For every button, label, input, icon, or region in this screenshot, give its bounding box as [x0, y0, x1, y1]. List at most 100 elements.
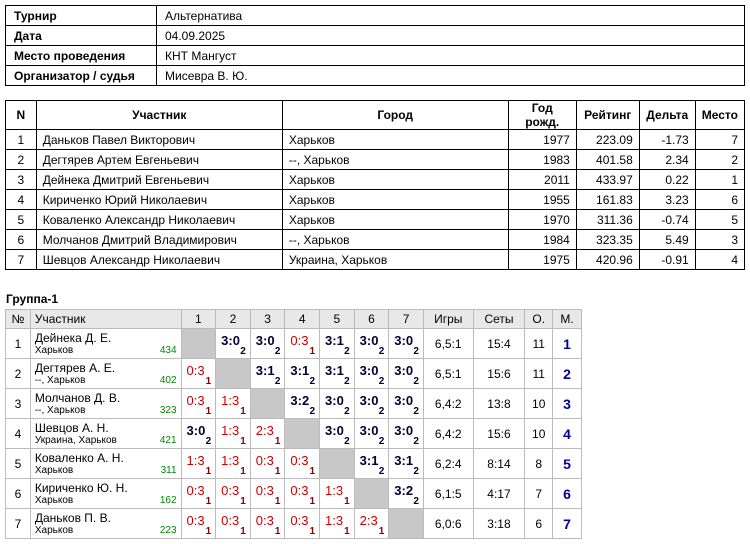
match-points: 1	[274, 526, 281, 537]
result-cell: 3:0 2	[353, 358, 390, 389]
match-points: 2	[344, 436, 350, 447]
score: 3:1	[394, 453, 414, 468]
score: 3:0	[394, 333, 414, 348]
result-cell: 0:3 1	[284, 328, 321, 359]
score: 3:0	[359, 393, 379, 408]
column-header: 6	[353, 309, 390, 329]
group-row: 7 Даньков П. В. Харьков 223 0:3 1 0:3 1 0:3 1 0:3 1…	[5, 508, 582, 539]
result-cell: 1:3 1	[215, 418, 251, 449]
match-points: 2	[413, 436, 419, 447]
player-city: Харьков	[34, 345, 74, 356]
result-cell: 0:3 1	[180, 478, 217, 509]
cell: 161.83	[575, 189, 640, 210]
info-label: Организатор / судья	[5, 65, 157, 86]
self-cell	[388, 508, 424, 539]
score: 3:1	[255, 363, 275, 378]
self-cell	[353, 478, 390, 509]
cell: Украина, Харьков	[281, 249, 509, 270]
score: 2:3	[359, 513, 378, 528]
column-header: Город	[281, 100, 509, 130]
match-points: 1	[205, 406, 212, 417]
cell: 311.36	[575, 209, 640, 230]
result-cell: 0:3 1	[180, 388, 217, 419]
column-header: Место	[694, 100, 746, 130]
match-points: 1	[240, 406, 246, 417]
result-cell: 2:3 1	[249, 418, 286, 449]
group-row: 3 Молчанов Д. В. --, Харьков 323 0:3 1 1:3 1 3:2…	[5, 388, 582, 419]
player-city: Харьков	[34, 525, 74, 536]
result-cell: 3:1 2	[319, 328, 355, 359]
match-points: 1	[240, 436, 246, 447]
player-cell: Шевцов А. Н. Украина, Харьков 421	[29, 418, 182, 449]
self-cell	[180, 328, 217, 359]
cell: Шевцов Александр Николаевич	[35, 249, 283, 270]
score: 3:0	[394, 363, 414, 378]
score: 0:3	[255, 453, 274, 468]
match-points: 2	[378, 466, 385, 477]
result-cell: 3:0 2	[353, 418, 390, 449]
score: 3:0	[359, 423, 379, 438]
match-points: 1	[240, 466, 246, 477]
sets: 4:17	[472, 478, 526, 509]
score: 3:0	[325, 393, 344, 408]
match-points: 1	[309, 346, 316, 357]
score: 1:3	[221, 393, 240, 408]
row-number: 5	[5, 448, 31, 479]
score: 0:3	[255, 483, 274, 498]
header-row: N Участник Город Год рожд. Рейтинг Дельта Мест…	[5, 100, 746, 130]
player-name: Кириченко Ю. Н.	[34, 481, 128, 495]
match-points: 1	[274, 496, 281, 507]
row-number: 6	[5, 478, 31, 509]
group-title: Группа-1	[6, 292, 59, 306]
cell: -1.73	[638, 129, 696, 150]
score: 3:0	[359, 363, 379, 378]
result-cell: 3:1 2	[319, 358, 355, 389]
participant-row: 4 Кириченко Юрий Николаевич Харьков 1955 161…	[5, 189, 746, 210]
score: 1:3	[221, 423, 240, 438]
result-cell: 3:0 2	[249, 328, 286, 359]
cell: Харьков	[281, 189, 509, 210]
result-cell: 3:1 2	[249, 358, 286, 389]
info-label: Турнир	[5, 5, 157, 26]
match-points: 1	[309, 526, 316, 537]
row-number: 4	[5, 418, 31, 449]
score: 3:0	[394, 393, 414, 408]
score: 0:3	[290, 333, 309, 348]
cell: Даньков Павел Викторович	[35, 129, 283, 150]
result-cell: 1:3 1	[319, 478, 355, 509]
match-points: 2	[378, 436, 385, 447]
match-points: 1	[205, 496, 212, 507]
result-cell: 0:3 1	[215, 508, 251, 539]
participant-row: 3 Дейнека Дмитрий Евгеньевич Харьков 2011 43…	[5, 169, 746, 190]
player-city: Украина, Харьков	[34, 435, 117, 446]
score: 0:3	[290, 453, 309, 468]
player-city: --, Харьков	[34, 375, 86, 386]
score: 3:0	[221, 333, 240, 348]
cell: 223.09	[575, 129, 640, 150]
result-cell: 0:3 1	[249, 508, 286, 539]
games: 6,0:6	[422, 508, 474, 539]
cell: 2011	[507, 169, 577, 190]
player-cell: Кириченко Ю. Н. Харьков 162	[29, 478, 182, 509]
place: 5	[552, 448, 582, 479]
info-row: Организатор / судья Мисевра В. Ю.	[5, 65, 745, 86]
cell: Дегтярев Артем Евгеньевич	[35, 149, 283, 170]
cell: 420.96	[575, 249, 640, 270]
player-cell: Коваленко А. Н. Харьков 311	[29, 448, 182, 479]
match-points: 2	[378, 376, 385, 387]
score: 1:3	[325, 513, 344, 528]
cell: 1	[5, 129, 37, 150]
cell: 401.58	[575, 149, 640, 170]
cell: 1983	[507, 149, 577, 170]
player-name: Шевцов А. Н.	[34, 421, 109, 435]
match-points: 2	[309, 376, 316, 387]
row-number: 1	[5, 328, 31, 359]
result-cell: 3:0 2	[353, 388, 390, 419]
match-points: 2	[344, 376, 350, 387]
result-cell: 3:2 2	[284, 388, 321, 419]
cell: -0.91	[638, 249, 696, 270]
match-points: 2	[274, 346, 281, 357]
player-rating: 162	[159, 495, 177, 506]
row-number: 3	[5, 388, 31, 419]
sets: 15:6	[472, 358, 526, 389]
